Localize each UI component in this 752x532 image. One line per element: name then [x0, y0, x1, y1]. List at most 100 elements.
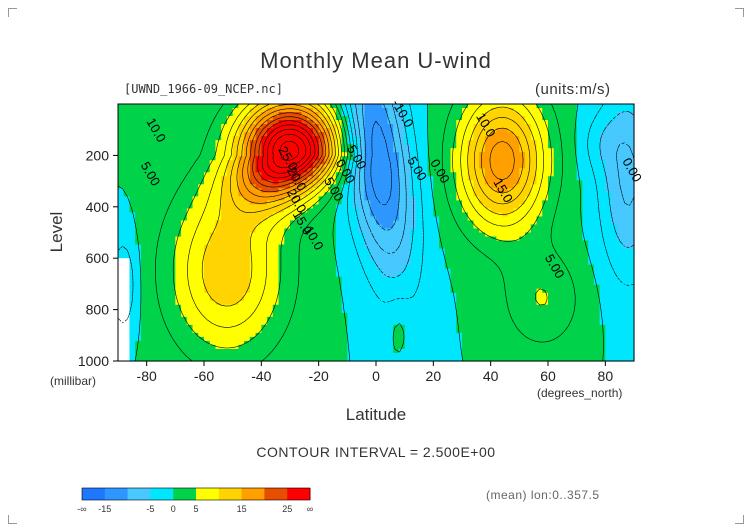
- contour-cell: [209, 232, 217, 238]
- contour-cell: [341, 272, 348, 278]
- contour-cell: [192, 136, 199, 141]
- contour-cell: [226, 272, 234, 278]
- contour-cell: [261, 272, 268, 278]
- contour-cell: [536, 256, 543, 262]
- contour-cell: [312, 284, 320, 290]
- contour-cell: [427, 320, 434, 326]
- contour-cell: [261, 344, 268, 350]
- contour-cell: [267, 268, 274, 274]
- contour-cell: [335, 300, 343, 306]
- contour-cell: [249, 156, 257, 161]
- contour-cell: [364, 260, 371, 266]
- contour-cell: [135, 180, 142, 185]
- contour-cell: [301, 204, 308, 210]
- contour-cell: [490, 168, 497, 173]
- contour-cell: [358, 240, 366, 246]
- contour-cell: [370, 352, 377, 358]
- contour-cell: [462, 332, 469, 338]
- contour-cell: [467, 128, 475, 133]
- contour-cell: [209, 288, 217, 294]
- contour-cell: [370, 184, 377, 189]
- contour-cell: [404, 172, 411, 177]
- contour-cell: [393, 240, 400, 246]
- contour-cell: [525, 292, 532, 298]
- contour-cell: [341, 348, 348, 354]
- contour-cell: [484, 320, 492, 326]
- contour-cell: [439, 288, 446, 294]
- contour-cell: [118, 228, 125, 234]
- contour-cell: [152, 172, 159, 177]
- contour-cell: [381, 288, 389, 294]
- contour-cell: [261, 260, 268, 266]
- contour-cell: [163, 312, 171, 318]
- contour-cell: [542, 136, 549, 141]
- contour-cell: [312, 104, 320, 109]
- contour-cell: [548, 260, 555, 266]
- contour-cell: [244, 172, 251, 177]
- contour-cell: [525, 160, 532, 165]
- contour-cell: [530, 152, 538, 157]
- contour-cell: [244, 328, 251, 334]
- contour-cell: [244, 308, 251, 314]
- contour-cell: [376, 212, 383, 218]
- contour-cell: [542, 320, 549, 326]
- contour-cell: [421, 204, 429, 210]
- contour-cell: [295, 336, 303, 342]
- contour-cell: [507, 300, 515, 306]
- contour-cell: [318, 104, 325, 109]
- contour-cell: [456, 256, 463, 262]
- contour-cell: [393, 272, 400, 278]
- contour-cell: [536, 160, 543, 165]
- contour-cell: [439, 192, 446, 197]
- contour-cell: [341, 120, 348, 125]
- contour-cell: [553, 324, 561, 330]
- contour-cell: [169, 200, 176, 205]
- contour-cell: [209, 204, 217, 210]
- contour-cell: [502, 168, 509, 173]
- contour-cell: [204, 336, 211, 342]
- contour-cell: [135, 268, 142, 274]
- contour-cell: [525, 248, 532, 254]
- contour-cell: [175, 260, 182, 266]
- contour-cell: [490, 336, 497, 342]
- contour-cell: [267, 348, 274, 354]
- contour-cell: [433, 156, 440, 161]
- contour-cell: [261, 240, 268, 246]
- contour-cell: [169, 216, 176, 222]
- contour-cell: [152, 164, 159, 169]
- contour-cell: [381, 296, 389, 302]
- contour-cell: [393, 264, 400, 270]
- contour-cell: [209, 184, 217, 189]
- contour-cell: [450, 160, 457, 165]
- contour-cell: [484, 288, 492, 294]
- contour-cell: [462, 268, 469, 274]
- contour-cell: [278, 272, 285, 278]
- contour-cell: [381, 260, 389, 266]
- contour-cell: [427, 256, 434, 262]
- contour-cell: [496, 348, 503, 354]
- contour-cell: [232, 180, 239, 185]
- contour-cell: [290, 316, 297, 322]
- contour-cell: [255, 300, 262, 306]
- contour-cell: [129, 308, 136, 314]
- contour-cell: [507, 324, 515, 330]
- contour-cell: [261, 252, 268, 258]
- contour-cell: [192, 332, 199, 338]
- contour-cell: [502, 324, 509, 330]
- contour-cell: [330, 348, 337, 354]
- contour-cell: [559, 172, 566, 177]
- contour-cell: [255, 140, 262, 145]
- contour-cell: [525, 204, 532, 210]
- contour-cell: [387, 116, 394, 121]
- contour-cell: [152, 112, 159, 117]
- contour-cell: [244, 256, 251, 262]
- contour-cell: [358, 128, 366, 133]
- contour-cell: [163, 128, 171, 133]
- contour-cell: [553, 232, 561, 238]
- contour-cell: [215, 228, 222, 234]
- contour-cell: [507, 120, 515, 125]
- contour-cell: [301, 292, 308, 298]
- contour-cell: [364, 268, 371, 274]
- contour-cell: [548, 304, 555, 310]
- contour-cell: [307, 156, 314, 161]
